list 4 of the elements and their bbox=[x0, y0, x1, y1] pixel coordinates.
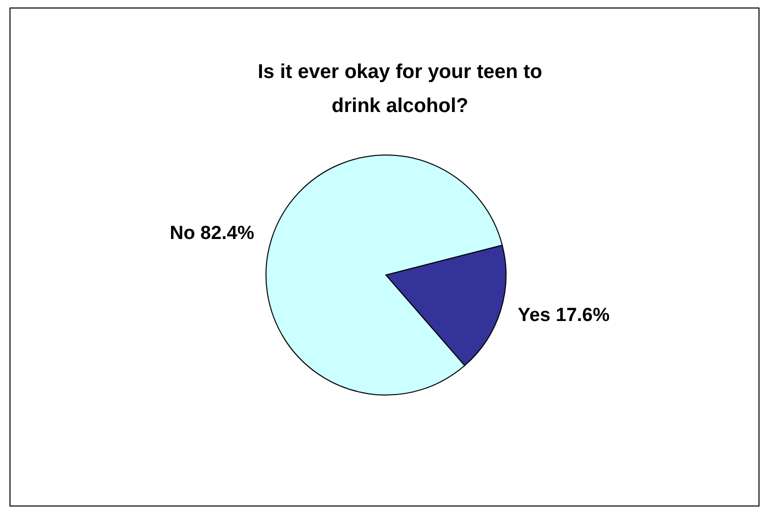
slice-label: No 82.4% bbox=[170, 222, 254, 244]
slice-label: Yes 17.6% bbox=[518, 305, 610, 326]
chart-title: Is it ever okay for your teen to drink alcohol? bbox=[258, 61, 542, 117]
pie-slice bbox=[266, 154, 503, 396]
